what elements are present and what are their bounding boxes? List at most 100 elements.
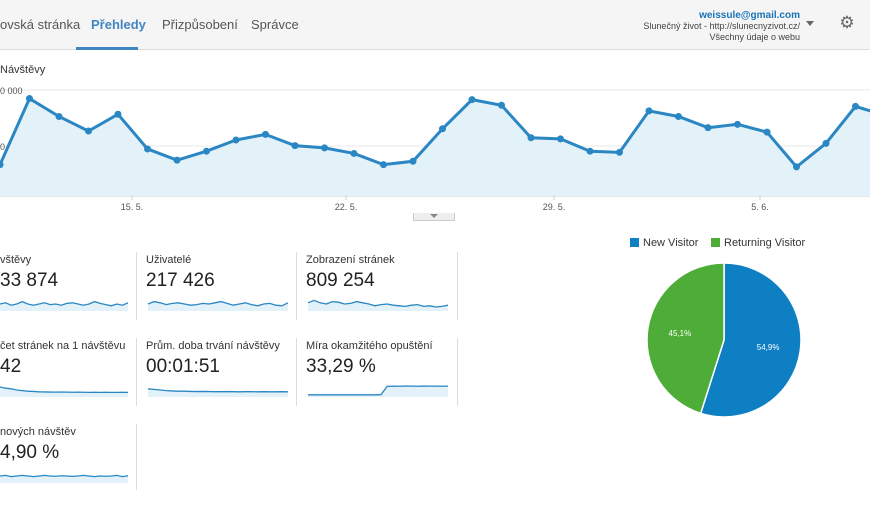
metric-label: Prům. doba trvání návštěvy	[146, 340, 280, 352]
tile-divider	[136, 338, 137, 406]
chart-data-point	[675, 112, 682, 120]
chart-data-point	[232, 136, 240, 144]
chart-data-point	[527, 134, 535, 142]
pie-slice-label: 54,9%	[757, 343, 780, 352]
chart-data-point	[55, 112, 63, 120]
visitor-type-pie-chart[interactable]: 54,9% 45,1%	[644, 262, 804, 422]
account-email: weissule@gmail.com	[699, 10, 800, 21]
chart-data-point	[321, 144, 328, 152]
chart-data-point	[0, 161, 4, 169]
top-navigation-bar: ovská stránka Přehledy Přizpůsobení Sprá…	[0, 0, 870, 50]
metric-label: Uživatelé	[146, 254, 192, 266]
y-tick-label: 0 000	[0, 86, 23, 96]
chart-data-point	[793, 163, 800, 171]
account-selector[interactable]: weissule@gmail.com Slunečný život - http…	[643, 10, 800, 43]
sparkline-fill	[148, 301, 288, 311]
tile-divider	[136, 424, 137, 490]
chart-data-point	[439, 125, 446, 133]
x-tick-label: 15. 5.	[121, 202, 144, 212]
metric-tile[interactable]: Míra okamžitého opuštění 33,29 %	[306, 340, 456, 418]
tile-divider	[136, 252, 137, 320]
chart-data-point	[616, 148, 623, 156]
sparkline-line	[147, 300, 289, 307]
metric-tile[interactable]: Prům. doba trvání návštěvy 00:01:51	[146, 340, 296, 418]
chart-data-point	[144, 145, 151, 153]
metric-sparkline	[308, 385, 449, 397]
sparkline-line	[307, 299, 449, 308]
chart-data-point	[380, 161, 387, 169]
sparkline-fill	[0, 387, 128, 397]
chart-data-point	[498, 101, 505, 109]
tile-divider	[296, 252, 297, 320]
metric-tile[interactable]: nových návštěv 4,90 %	[0, 426, 150, 504]
chart-data-point	[468, 96, 476, 104]
metric-label: čet stránek na 1 návštěvu	[0, 340, 126, 352]
chart-data-point	[586, 147, 594, 155]
legend-swatch	[711, 238, 720, 247]
chart-data-point	[645, 107, 653, 115]
caret-down-icon[interactable]	[806, 21, 814, 26]
metric-tile[interactable]: čet stránek na 1 návštěvu 42	[0, 340, 150, 418]
sparkline-fill	[148, 388, 288, 397]
metric-value: 4,90 %	[0, 442, 60, 463]
sparkline-line	[308, 385, 449, 396]
metric-value: 42	[0, 356, 22, 377]
chart-data-point	[763, 128, 771, 136]
metric-tile[interactable]: Zobrazení stránek 809 254	[306, 254, 456, 332]
metric-sparkline	[0, 300, 129, 311]
tab-admin[interactable]: Správce	[251, 17, 299, 32]
sparkline-fill	[308, 386, 448, 397]
chart-collapse-handle[interactable]	[413, 213, 455, 221]
chart-data-point	[852, 102, 859, 110]
metric-sparkline	[147, 388, 289, 397]
metric-label: Zobrazení stránek	[306, 254, 395, 266]
tile-divider	[296, 338, 297, 406]
sparkline-line	[147, 388, 289, 393]
pie-slice-label: 45,1%	[669, 329, 692, 338]
chart-data-point	[26, 95, 33, 103]
metric-sparkline	[147, 300, 289, 311]
chart-title: Návštěvy	[0, 64, 46, 76]
metric-tile[interactable]: Uživatelé 217 426	[146, 254, 296, 332]
metric-value: 33,29 %	[306, 356, 376, 377]
metric-tile[interactable]: vštěvy 33 874	[0, 254, 150, 332]
chart-data-point	[350, 149, 358, 157]
legend-returning-visitor: Returning Visitor	[711, 237, 805, 249]
pie-slice	[646, 262, 725, 415]
chart-data-point	[291, 142, 299, 150]
metric-sparkline	[0, 474, 129, 483]
chart-data-point	[704, 124, 712, 132]
chart-data-point	[173, 156, 181, 164]
gear-icon[interactable]: ⚙	[839, 13, 855, 32]
metric-value: 809 254	[306, 270, 375, 291]
metric-value: 217 426	[146, 270, 215, 291]
x-tick-label: 5. 6.	[751, 202, 769, 212]
metric-label: nových návštěv	[0, 426, 76, 438]
legend-new-visitor: New Visitor	[630, 237, 698, 249]
sparkline-line	[0, 386, 129, 394]
sparkline-fill	[0, 475, 128, 483]
metric-sparkline	[0, 386, 129, 397]
sparkline-line	[0, 300, 129, 307]
sparkline-fill	[0, 301, 128, 311]
account-property: Slunečný život - http://slunecnyzivot.cz…	[643, 21, 800, 31]
metric-value: 33 874	[0, 270, 59, 291]
pie-slice	[699, 262, 802, 418]
x-tick-label: 22. 5.	[335, 202, 358, 212]
metric-label: Míra okamžitého opuštění	[306, 340, 433, 352]
sparkline-line	[0, 474, 129, 478]
chart-data-point	[557, 135, 564, 143]
chart-data-point	[203, 147, 210, 155]
tab-customization[interactable]: Přizpůsobení	[162, 17, 238, 32]
chart-data-point	[734, 120, 741, 128]
x-tick-label: 29. 5.	[543, 202, 566, 212]
tab-home[interactable]: ovská stránka	[0, 17, 81, 32]
tile-divider	[457, 338, 458, 406]
metric-value: 00:01:51	[146, 356, 220, 377]
account-view: Všechny údaje o webu	[709, 32, 800, 42]
chart-data-point	[409, 157, 417, 165]
tile-divider	[457, 252, 458, 320]
active-tab-indicator	[76, 47, 138, 50]
tab-reports[interactable]: Přehledy	[91, 17, 146, 32]
